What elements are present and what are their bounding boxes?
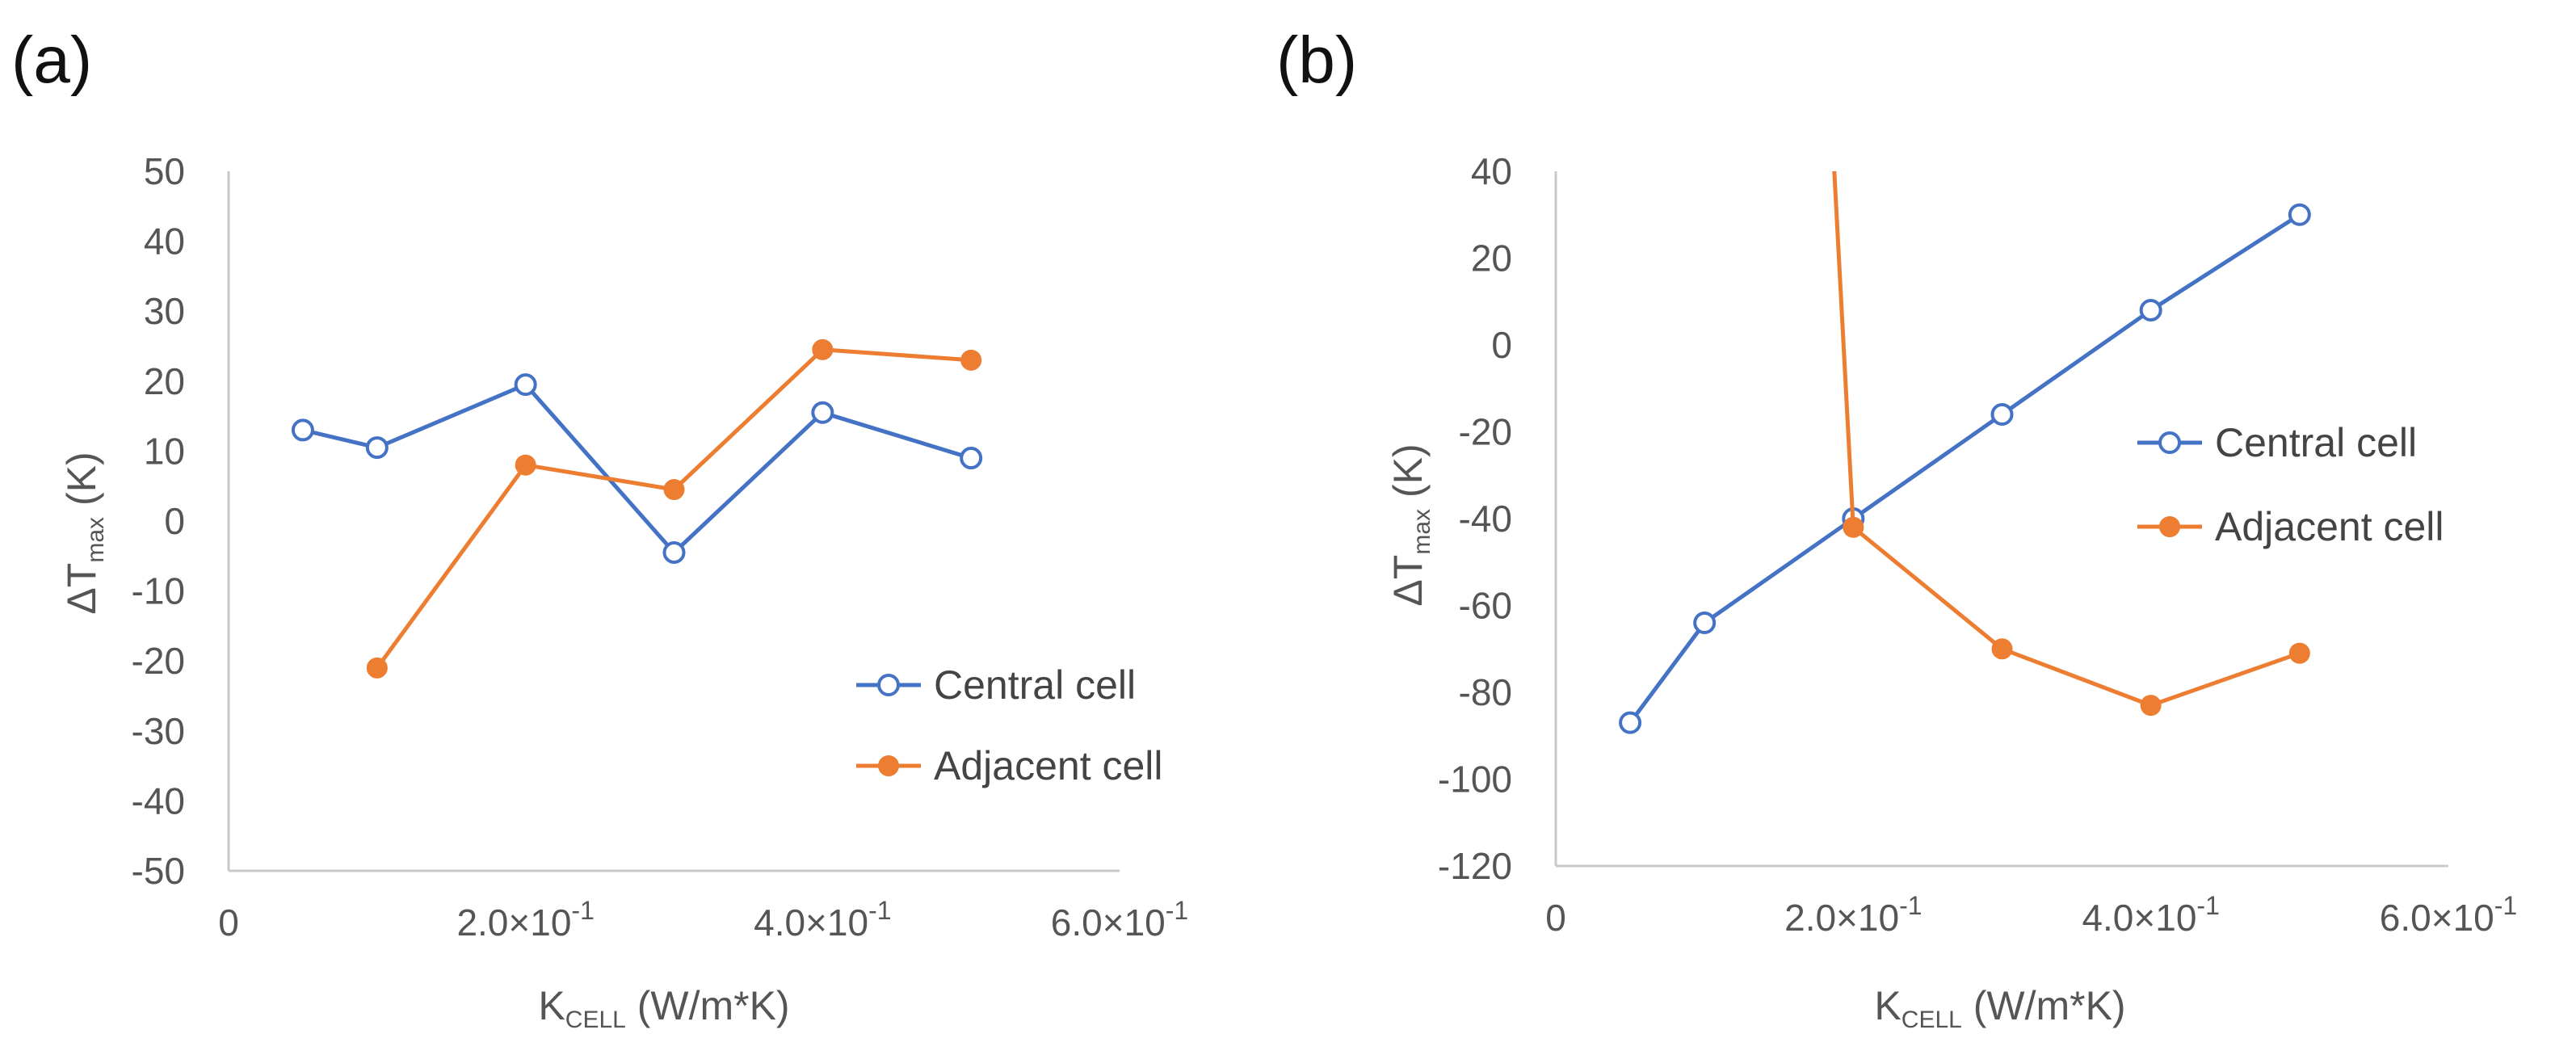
- y-tick-label: 20: [144, 360, 185, 402]
- x-tick-label: 2.0×10-1: [1784, 891, 1922, 939]
- legend-a: Central cell Adjacent cell: [856, 662, 1163, 788]
- x-axis-title-b: KCELL (W/m*K): [1874, 983, 2125, 1033]
- chart-panel-b: (b) 40 20 0 -20 -40 -60 -80 -100 -120 0 2.0×10-1 4…: [1276, 23, 2517, 1033]
- y-tick-label: -50: [132, 850, 185, 892]
- x-tick-label: 0: [1545, 897, 1566, 939]
- data-point-central-cell: [1619, 711, 1642, 734]
- y-tick-labels-b: 40 20 0 -20 -40 -60 -80 -100 -120: [1438, 150, 1512, 887]
- series-a: [291, 338, 983, 679]
- data-point-adjacent-cell: [1843, 516, 1864, 538]
- y-tick-label: -40: [132, 780, 185, 822]
- y-axis-title-b: ΔTmax (K): [1385, 443, 1435, 606]
- series-line-adjacent-cell: [1832, 171, 2301, 708]
- axes-a: [227, 171, 1120, 872]
- data-point-central-cell: [365, 436, 389, 460]
- panel-label-a: (a): [11, 23, 92, 97]
- series-line-adjacent-cell: [375, 347, 972, 670]
- chart-panel-a: (a) 50 40 30 20 10 0 -10 -20 -30 -40 -50 0 2.0×10-1…: [11, 23, 1188, 1033]
- y-tick-label: -80: [1459, 671, 1512, 713]
- x-tick-label: 2.0×10-1: [456, 896, 594, 944]
- legend-label: Central cell: [2215, 420, 2417, 465]
- legend-label: Adjacent cell: [2215, 504, 2444, 549]
- y-tick-label: -40: [1459, 498, 1512, 540]
- y-tick-label: -20: [1459, 411, 1512, 453]
- y-tick-label: 20: [1471, 237, 1512, 280]
- y-tick-label: 40: [144, 221, 185, 263]
- legend-marker: [878, 755, 899, 776]
- series-line-central-cell: [1628, 212, 2301, 725]
- legend-label: Adjacent cell: [934, 743, 1163, 788]
- y-tick-label: 0: [1491, 324, 1512, 366]
- y-axis-title-a: ΔTmax (K): [59, 452, 109, 614]
- data-point-central-cell: [662, 540, 686, 564]
- data-point-adjacent-cell: [366, 657, 388, 679]
- y-tick-label: -20: [132, 640, 185, 682]
- data-point-adjacent-cell: [812, 338, 834, 360]
- data-point-central-cell: [811, 401, 834, 424]
- axes-b: [1554, 171, 2448, 868]
- y-tick-labels-a: 50 40 30 20 10 0 -10 -20 -30 -40 -50: [132, 150, 185, 892]
- y-tick-label: -120: [1438, 845, 1512, 887]
- legend-marker: [2158, 431, 2181, 454]
- legend-marker: [877, 674, 900, 696]
- data-point-adjacent-cell: [515, 454, 536, 476]
- x-tick-label: 6.0×10-1: [1051, 896, 1188, 944]
- y-tick-label: -30: [132, 710, 185, 752]
- series-b: [1619, 171, 2311, 734]
- y-tick-label: 40: [1471, 150, 1512, 192]
- data-point-central-cell: [2288, 203, 2311, 226]
- data-point-adjacent-cell: [2288, 642, 2310, 664]
- x-tick-label: 4.0×10-1: [754, 896, 891, 944]
- x-tick-label: 0: [218, 902, 239, 944]
- y-tick-label: -60: [1459, 585, 1512, 627]
- legend-label: Central cell: [934, 662, 1136, 708]
- x-tick-labels-b: 0 2.0×10-1 4.0×10-1 6.0×10-1: [1545, 891, 2517, 939]
- y-tick-label: -10: [132, 570, 185, 612]
- y-tick-label: 10: [144, 430, 185, 472]
- data-point-central-cell: [291, 418, 314, 442]
- data-point-adjacent-cell: [960, 349, 982, 371]
- data-point-central-cell: [2139, 299, 2162, 322]
- y-tick-label: -100: [1438, 759, 1512, 801]
- data-point-adjacent-cell: [1991, 638, 2013, 660]
- data-point-central-cell: [1693, 612, 1717, 634]
- x-tick-label: 4.0×10-1: [2082, 891, 2219, 939]
- y-tick-label: 0: [164, 500, 185, 542]
- y-tick-label: 30: [144, 290, 185, 332]
- x-tick-labels-a: 0 2.0×10-1 4.0×10-1 6.0×10-1: [218, 896, 1188, 944]
- x-axis-title-a: KCELL (W/m*K): [538, 983, 789, 1033]
- series-line-central-cell: [302, 382, 972, 555]
- data-point-central-cell: [514, 373, 537, 397]
- data-point-adjacent-cell: [2140, 695, 2162, 717]
- data-point-adjacent-cell: [663, 479, 685, 501]
- legend-b: Central cell Adjacent cell: [2137, 420, 2444, 549]
- data-point-central-cell: [960, 447, 983, 470]
- x-tick-label: 6.0×10-1: [2380, 891, 2517, 939]
- panel-label-b: (b): [1276, 23, 1357, 97]
- data-point-central-cell: [1990, 403, 2014, 426]
- legend-marker: [2159, 516, 2180, 537]
- y-tick-label: 50: [144, 150, 185, 192]
